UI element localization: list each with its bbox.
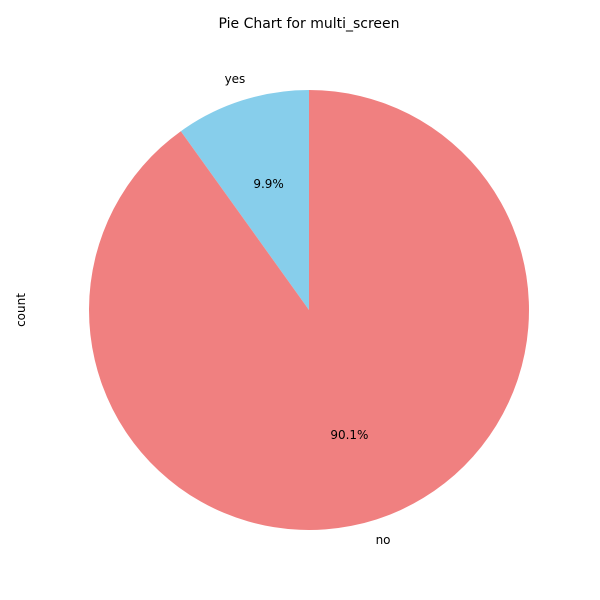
percent-label-yes: 9.9% bbox=[253, 177, 284, 191]
chart-title: Pie Chart for multi_screen bbox=[218, 16, 399, 32]
pie-slice-yes bbox=[180, 90, 309, 310]
labels-layer: yes 9.9% no 90.1% bbox=[225, 72, 391, 547]
slices-layer bbox=[88, 90, 529, 530]
slice-label-yes: yes bbox=[225, 72, 246, 86]
pie-slice-no bbox=[88, 90, 529, 530]
y-axis-label: count bbox=[14, 293, 28, 327]
percent-label-no: 90.1% bbox=[330, 428, 368, 442]
slice-label-no: no bbox=[376, 533, 391, 547]
